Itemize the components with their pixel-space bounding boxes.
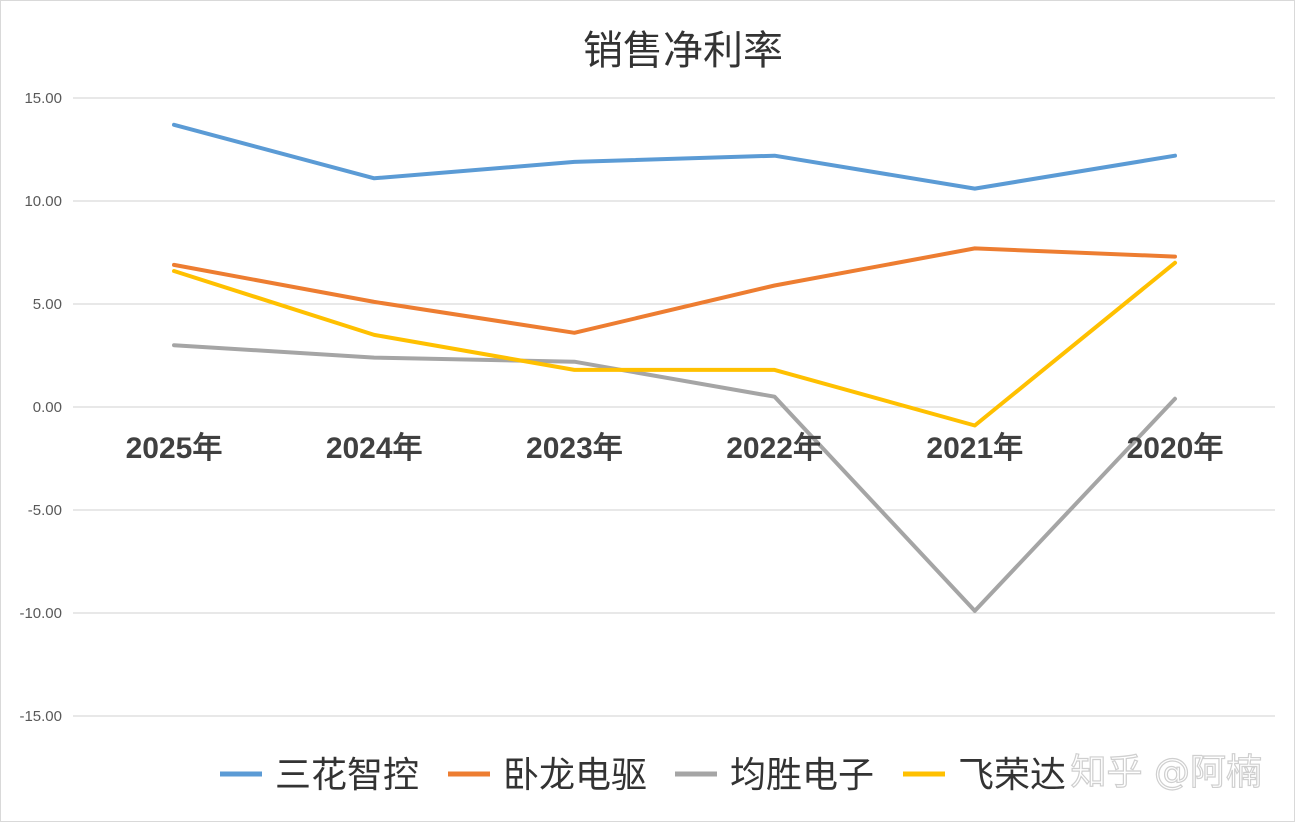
y-tick-label: 10.00 <box>24 193 62 210</box>
legend-label: 飞荣达 <box>958 755 1066 796</box>
series-line <box>172 260 1177 428</box>
legend-label: 三花智控 <box>275 755 419 796</box>
series-line <box>172 122 1177 191</box>
y-axis-ticks: 15.00 10.00 5.00 0.00 -5.00 -10.00 -15.00 <box>19 90 62 725</box>
series-lines <box>172 122 1177 613</box>
x-axis-ticks: 2025年 2024年 2023年 2022年 2021年 2020年 <box>126 432 1224 465</box>
chart-title: 销售净利率 <box>583 28 783 74</box>
watermark-text: 知乎 @阿楠 <box>1071 752 1262 793</box>
y-tick-label: -5.00 <box>28 502 62 519</box>
x-tick-label: 2023年 <box>526 432 623 465</box>
y-tick-label: -15.00 <box>19 708 62 725</box>
x-tick-label: 2024年 <box>326 432 423 465</box>
y-tick-label: 5.00 <box>33 296 62 313</box>
series-line <box>172 343 1177 613</box>
legend: 三花智控 卧龙电驱 均胜电子 飞荣达 <box>220 755 1066 796</box>
legend-label: 卧龙电驱 <box>503 755 647 796</box>
y-tick-label: -10.00 <box>19 605 62 622</box>
y-tick-label: 0.00 <box>33 399 62 416</box>
series-line <box>172 246 1177 335</box>
x-tick-label: 2025年 <box>126 432 223 465</box>
legend-label: 均胜电子 <box>730 755 874 796</box>
y-tick-label: 15.00 <box>24 90 62 107</box>
x-tick-label: 2021年 <box>926 432 1023 465</box>
x-tick-label: 2022年 <box>726 432 823 465</box>
x-tick-label: 2020年 <box>1127 432 1224 465</box>
